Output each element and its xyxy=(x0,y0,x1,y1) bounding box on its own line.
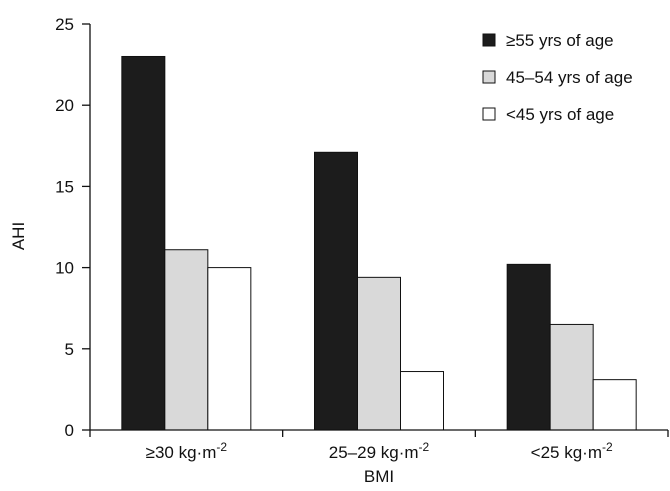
legend-swatch xyxy=(482,107,496,121)
bar xyxy=(357,276,401,431)
bar xyxy=(121,55,166,431)
x-tick-label: ≥30 kg·m-2 xyxy=(146,440,228,462)
y-axis-title: AHI xyxy=(9,222,28,250)
legend-label: ≥55 yrs of age xyxy=(506,31,614,50)
legend-swatch xyxy=(482,70,496,84)
y-tick-label: 0 xyxy=(65,421,74,440)
bar xyxy=(207,267,252,431)
bar xyxy=(506,263,551,431)
y-tick-label: 5 xyxy=(65,340,74,359)
y-tick-label: 10 xyxy=(55,259,74,278)
x-tick-label: <25 kg·m-2 xyxy=(531,440,613,462)
bar xyxy=(400,371,444,431)
x-tick-label-superscript: -2 xyxy=(602,440,613,454)
bars-layer xyxy=(121,55,637,431)
y-tick-label: 20 xyxy=(55,96,74,115)
legend-label: 45–54 yrs of age xyxy=(506,68,633,87)
bar xyxy=(164,249,209,431)
bar xyxy=(549,323,594,431)
bar xyxy=(592,379,637,431)
x-axis-title: BMI xyxy=(364,467,394,486)
x-tick-label-text: 25–29 kg·m xyxy=(329,443,419,462)
x-tick-label-text: <25 kg·m xyxy=(531,443,602,462)
y-tick-label: 15 xyxy=(55,177,74,196)
x-tick-label-text: ≥30 kg·m xyxy=(146,443,217,462)
legend-label: <45 yrs of age xyxy=(506,105,614,124)
bar xyxy=(314,151,358,431)
legend-swatch xyxy=(482,33,496,47)
x-tick-label: 25–29 kg·m-2 xyxy=(329,440,430,462)
x-tick-label-superscript: -2 xyxy=(216,440,227,454)
legend: ≥55 yrs of age 45–54 yrs of age <45 yrs of… xyxy=(482,31,633,124)
y-tick-label: 25 xyxy=(55,15,74,34)
x-tick-label-superscript: -2 xyxy=(419,440,430,454)
